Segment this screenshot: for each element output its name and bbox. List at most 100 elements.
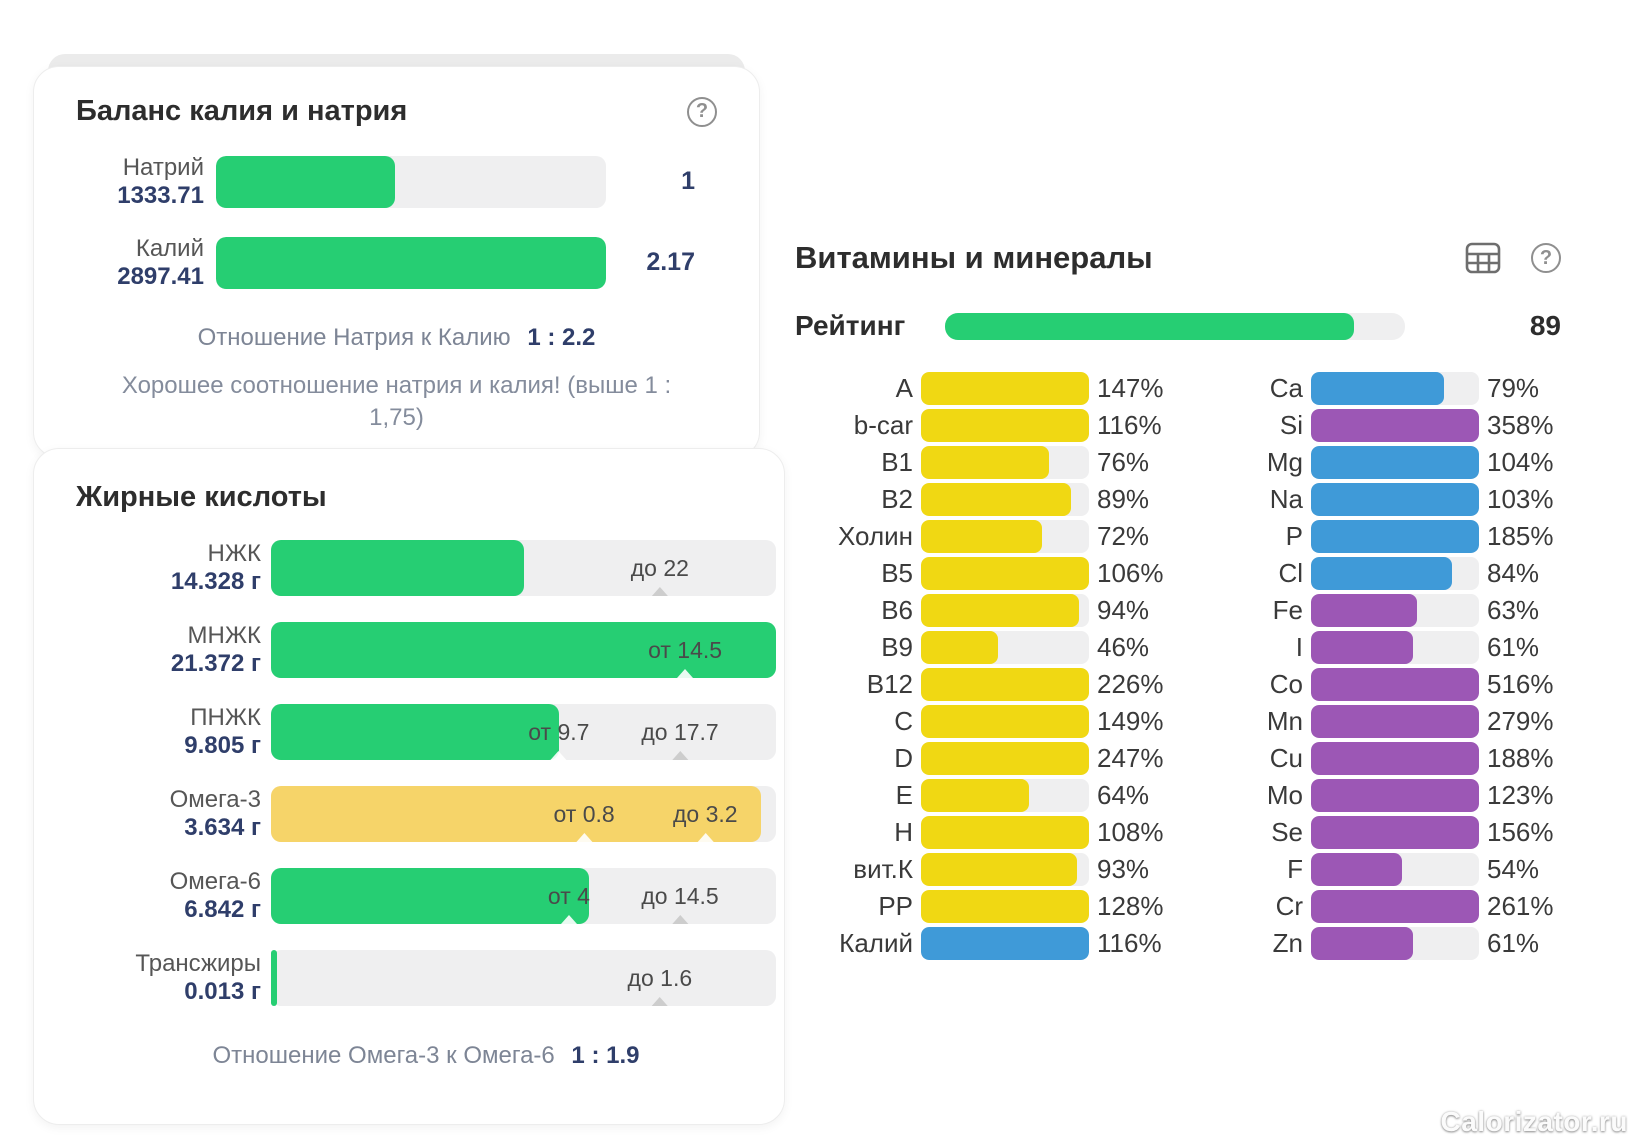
mineral-percent: 63% [1487, 595, 1540, 625]
row-label-block: Натрий 1333.71 [76, 154, 216, 209]
balance-rows: Натрий 1333.71 1 Калий 2897.41 2 [76, 154, 717, 290]
vitamin-percent: 149% [1097, 706, 1164, 736]
vitamin-percent: 128% [1097, 891, 1164, 921]
help-icon[interactable]: ? [687, 96, 717, 127]
mineral-row: I 61% [1185, 631, 1557, 664]
bar-fill [921, 705, 1089, 738]
vitamin-percent: 64% [1097, 780, 1150, 810]
bar-fill [216, 155, 396, 208]
vitamin-row: PP 128% [795, 890, 1167, 923]
vitamin-row: E 64% [795, 779, 1167, 812]
mineral-label: Mg [1266, 447, 1303, 477]
bar-track [921, 446, 1089, 479]
mineral-row: Fe 63% [1185, 594, 1557, 627]
mineral-percent: 54% [1487, 854, 1540, 884]
norm-tick-label: до 22 [630, 554, 689, 581]
mineral-row: Mo 123% [1185, 779, 1557, 812]
mineral-row: P 185% [1185, 520, 1557, 553]
help-icon[interactable]: ? [1531, 243, 1561, 273]
fatty-acid-amount: 9.805 г [184, 732, 261, 759]
vitamin-label: B6 [881, 595, 913, 625]
bar-fill [921, 853, 1078, 886]
fatty-acid-amount: 0.013 г [184, 978, 261, 1005]
bar-fill [216, 236, 606, 289]
norm-tick-label: до 17.7 [641, 718, 719, 745]
rating-label: Рейтинг [795, 310, 906, 341]
row-label-block: Омега-3 3.634 г [76, 786, 271, 841]
vitamin-label: B1 [881, 447, 913, 477]
mineral-row: Zn 61% [1185, 927, 1557, 960]
fatty-acid-label: Омега-3 [169, 786, 261, 814]
bar-track [1311, 816, 1479, 849]
vitamin-label: E [895, 780, 913, 810]
bar-fill [1311, 557, 1453, 590]
vitamin-percent: 94% [1097, 595, 1150, 625]
vitamin-label: D [894, 743, 913, 773]
fatty-acid-amount: 6.842 г [184, 896, 261, 923]
bar-fill [921, 483, 1071, 516]
vitamin-label: PP [878, 891, 913, 921]
mineral-row: F 54% [1185, 853, 1557, 886]
bar-fill [921, 409, 1089, 442]
vitamin-row: Калий 116% [795, 927, 1167, 960]
fatty-acid-label: ПНЖК [190, 704, 261, 732]
bar-fill [921, 372, 1089, 405]
norm-tick-marker: от 0.8 [554, 786, 615, 842]
bar-fill [1311, 631, 1414, 664]
vitamin-percent: 247% [1097, 743, 1164, 773]
bar-track [216, 236, 606, 289]
nutrient-amount: 1333.71 [117, 181, 204, 209]
bar-track [921, 520, 1089, 553]
mineral-label: Mo [1266, 780, 1303, 810]
bar-fill [921, 742, 1089, 775]
bar-fill [1311, 372, 1444, 405]
bar-fill [1311, 520, 1479, 553]
vitamin-label: Холин [838, 521, 913, 551]
bar-fill [921, 890, 1089, 923]
norm-tick-marker: до 3.2 [673, 786, 738, 842]
bar-fill [1311, 594, 1417, 627]
fatty-rows: НЖК 14.328 г до 22 МНЖК [76, 540, 776, 1006]
bar-track [1311, 483, 1479, 516]
bar-track [1311, 668, 1479, 701]
row-label-block: МНЖК 21.372 г [76, 622, 271, 677]
bar-fill [1311, 483, 1479, 516]
bar-fill [1311, 668, 1479, 701]
row-label-block: Трансжиры 0.013 г [76, 950, 271, 1005]
vitamins-column: A 147% b-car 116% B1 [795, 372, 1167, 960]
site-watermark: Calorizator.ru [1440, 1106, 1628, 1137]
bar-fill [921, 816, 1089, 849]
fatty-acid-row: НЖК 14.328 г до 22 [76, 540, 776, 596]
mineral-label: Si [1279, 410, 1303, 440]
bar-track [1311, 779, 1479, 812]
vitamin-label: вит.К [853, 854, 913, 884]
vitamin-percent: 72% [1097, 521, 1150, 551]
mineral-percent: 123% [1487, 780, 1554, 810]
bar-track [921, 927, 1089, 960]
fatty-acid-label: Омега-6 [169, 868, 261, 896]
panel-header: Витамины и минералы ? [795, 240, 1561, 276]
vitamin-label: B2 [881, 484, 913, 514]
mineral-row: Cr 261% [1185, 890, 1557, 923]
table-view-icon[interactable] [1465, 242, 1501, 274]
norm-tick-label: от 4 [547, 882, 590, 909]
ratio-value: 2.17 [646, 248, 695, 277]
bar-track [1311, 927, 1479, 960]
bar-fill [1311, 409, 1479, 442]
vitamin-row: вит.К 93% [795, 853, 1167, 886]
bar-fill [271, 540, 524, 596]
mineral-label: Co [1269, 669, 1303, 699]
mineral-percent: 61% [1487, 928, 1540, 958]
bar-track: от 14.5 [271, 622, 776, 678]
norm-tick-marker: до 17.7 [641, 704, 718, 760]
mineral-label: Mn [1266, 706, 1303, 736]
vitamin-percent: 106% [1097, 558, 1164, 588]
norm-tick-label: от 9.7 [528, 718, 590, 745]
vitamin-row: A 147% [795, 372, 1167, 405]
vitamin-label: B5 [881, 558, 913, 588]
ratio-label: Отношение Натрия к Калию [197, 324, 511, 352]
nutrient-label: Натрий [122, 154, 204, 181]
panel-header: Баланс калия и натрия ? [76, 95, 717, 128]
bar-track [921, 890, 1089, 923]
mineral-row: Cl 84% [1185, 557, 1557, 590]
